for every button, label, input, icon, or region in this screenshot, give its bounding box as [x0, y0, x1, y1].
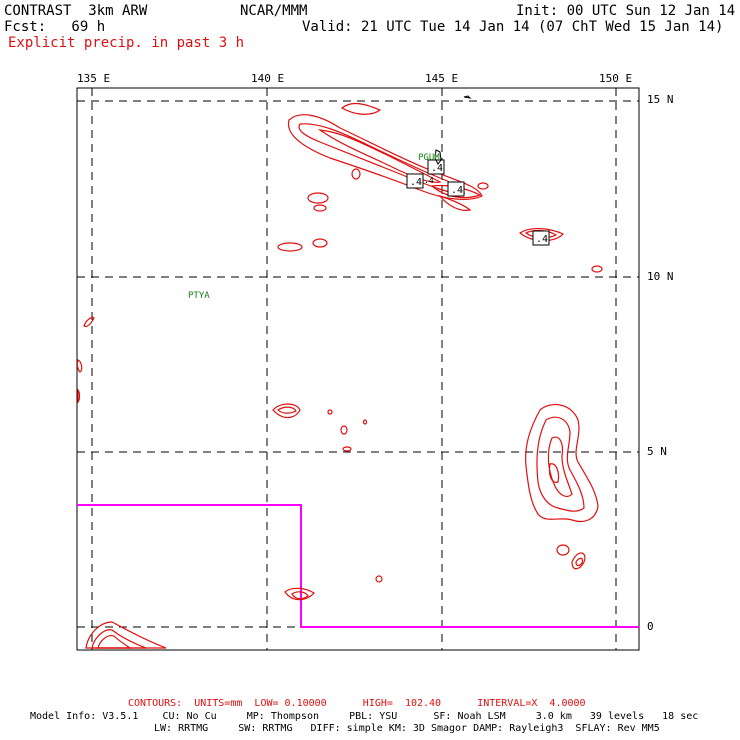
contour-label-2: .4 — [431, 163, 443, 174]
contour-central-1 — [272, 403, 301, 419]
island-guam — [434, 149, 442, 165]
domain-boundary — [77, 504, 639, 628]
forecast-hour: Fcst: 69 h — [4, 19, 106, 35]
contour-west-2 — [76, 359, 83, 373]
map-frame — [76, 87, 640, 651]
contour-east-dot — [591, 265, 603, 273]
field-title: Explicit precip. in past 3 h — [8, 35, 245, 51]
lat-label-15n: 15 N — [647, 93, 674, 106]
latitude-gridlines — [77, 100, 639, 628]
contour-band-core — [317, 129, 442, 183]
contour-band-blob5 — [277, 242, 303, 252]
precip-contours — [76, 102, 603, 649]
contour-label-5: .4 — [424, 176, 434, 185]
contour-band-blob1 — [307, 192, 329, 204]
lon-label-145: 145 E — [425, 72, 459, 85]
init-time: Init: 00 UTC Sun 12 Jan 14 — [516, 3, 736, 19]
station-ptya: PTYA — [188, 291, 210, 301]
org-label: NCAR/MMM — [240, 3, 308, 19]
lon-label-150: 150 E — [599, 72, 633, 85]
longitude-gridlines — [91, 88, 617, 650]
contour-info: CONTOURS: UNITS=mm LOW= 0.10000 HIGH= 10… — [128, 698, 586, 709]
island-outlines — [434, 95, 472, 165]
contour-east-south-2 — [571, 552, 586, 570]
station-pgum: PGUM — [418, 153, 440, 163]
contour-band-blob3 — [351, 168, 361, 180]
contour-sw-mid — [91, 629, 147, 649]
contour-box-3 — [447, 181, 465, 197]
contour-sw-core — [97, 635, 132, 649]
contour-sw-outer — [85, 621, 167, 649]
contour-box-4 — [532, 230, 550, 246]
valid-time: Valid: 21 UTC Tue 14 Jan 14 (07 ChT Wed … — [302, 19, 724, 35]
contour-label-3: .4 — [451, 185, 463, 196]
lat-label-5n: 5 N — [647, 445, 667, 458]
lon-label-140: 140 E — [251, 72, 285, 85]
lat-label-0: 0 — [647, 620, 654, 633]
contour-band-blob6 — [312, 238, 328, 248]
contour-central-1b — [277, 406, 297, 414]
contour-label-1: .4 — [410, 177, 422, 188]
contour-central-5 — [342, 446, 352, 452]
lat-label-10n: 10 N — [647, 270, 674, 283]
contour-label-4: .4 — [536, 234, 548, 245]
contour-west-3 — [77, 388, 81, 404]
contour-central-7b — [291, 591, 309, 600]
contour-east-complex-outer — [525, 403, 599, 523]
contour-central-6 — [375, 575, 383, 583]
contour-east-south-1 — [556, 544, 570, 556]
model-title: CONTRAST 3km ARW — [4, 3, 148, 19]
contour-central-4 — [362, 419, 368, 425]
model-info-physics: LW: RRTMG SW: RRTMG DIFF: simple KM: 3D … — [154, 723, 660, 734]
island-north — [463, 95, 472, 99]
contour-band-outer — [287, 114, 483, 200]
contour-west-1 — [83, 316, 95, 327]
contour-central-3 — [327, 409, 333, 415]
model-info: Model Info: V3.5.1 CU: No Cu MP: Thompso… — [30, 711, 699, 722]
lon-label-135: 135 E — [77, 72, 111, 85]
contour-value-boxes: .4 .4 .4 .4 .4 — [406, 159, 550, 246]
contour-band-tail — [438, 194, 472, 211]
contour-box-1 — [406, 173, 424, 189]
contour-band-blob4 — [477, 182, 489, 190]
contour-east-complex-core2 — [548, 463, 560, 483]
contour-central-7 — [284, 587, 315, 601]
contour-east-complex-mid — [536, 416, 585, 512]
contour-east-south-2b — [575, 557, 584, 567]
contour-band-blob2 — [313, 204, 327, 212]
contour-band-top — [340, 102, 382, 115]
contour-central-2 — [340, 425, 348, 435]
contour-band-east — [430, 184, 482, 199]
